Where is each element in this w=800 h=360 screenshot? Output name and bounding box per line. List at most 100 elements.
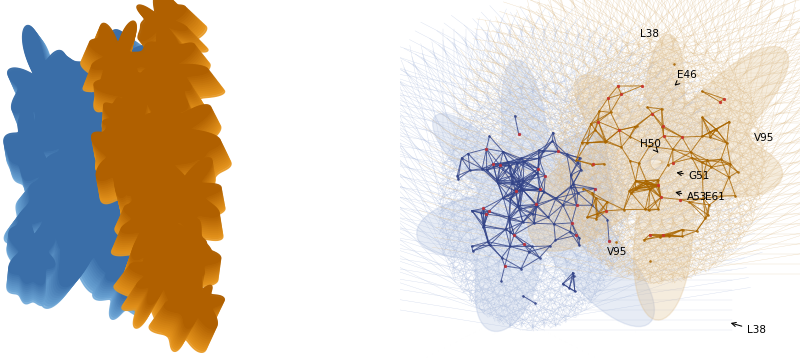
Point bbox=[538, 173, 551, 179]
Polygon shape bbox=[85, 32, 152, 102]
Point bbox=[718, 96, 730, 102]
Point bbox=[650, 183, 662, 188]
Point bbox=[546, 138, 559, 144]
Point bbox=[704, 134, 717, 140]
Point bbox=[546, 130, 559, 135]
Point bbox=[542, 215, 554, 220]
Polygon shape bbox=[94, 63, 188, 140]
Polygon shape bbox=[87, 26, 153, 94]
Polygon shape bbox=[143, 220, 221, 289]
Point bbox=[599, 139, 612, 145]
Point bbox=[651, 184, 664, 189]
Point bbox=[591, 211, 604, 217]
Polygon shape bbox=[33, 62, 118, 159]
Point bbox=[517, 187, 530, 193]
Polygon shape bbox=[94, 130, 152, 210]
Polygon shape bbox=[153, 281, 217, 346]
Polygon shape bbox=[130, 49, 218, 115]
Polygon shape bbox=[82, 38, 151, 110]
Point bbox=[676, 234, 689, 239]
Point bbox=[573, 155, 586, 161]
Point bbox=[530, 202, 543, 207]
Point bbox=[509, 113, 522, 118]
Polygon shape bbox=[94, 66, 190, 145]
Point bbox=[628, 124, 641, 130]
Polygon shape bbox=[94, 134, 154, 214]
Point bbox=[532, 166, 545, 172]
Point bbox=[610, 239, 622, 245]
Point bbox=[657, 133, 670, 139]
Point bbox=[510, 188, 522, 194]
Point bbox=[530, 202, 543, 207]
Polygon shape bbox=[9, 216, 55, 285]
Polygon shape bbox=[50, 196, 142, 297]
Polygon shape bbox=[92, 123, 149, 199]
Point bbox=[466, 243, 478, 249]
Polygon shape bbox=[11, 32, 80, 148]
Point bbox=[646, 111, 658, 116]
Point bbox=[494, 162, 506, 168]
Polygon shape bbox=[96, 122, 203, 219]
Polygon shape bbox=[117, 59, 178, 126]
Polygon shape bbox=[123, 246, 192, 322]
Polygon shape bbox=[84, 94, 156, 193]
Polygon shape bbox=[120, 63, 181, 131]
Polygon shape bbox=[40, 203, 137, 308]
Point bbox=[615, 144, 628, 150]
Polygon shape bbox=[83, 92, 155, 191]
Polygon shape bbox=[126, 162, 222, 234]
Point bbox=[513, 178, 526, 184]
Point bbox=[623, 158, 636, 163]
Point bbox=[638, 237, 650, 243]
Polygon shape bbox=[117, 253, 188, 332]
Point bbox=[690, 228, 703, 234]
Polygon shape bbox=[106, 125, 198, 204]
Point bbox=[651, 183, 664, 188]
Polygon shape bbox=[111, 195, 210, 285]
Polygon shape bbox=[103, 221, 162, 303]
Point bbox=[573, 242, 586, 248]
Polygon shape bbox=[125, 167, 223, 240]
Point bbox=[722, 174, 735, 180]
Point bbox=[530, 204, 543, 210]
Polygon shape bbox=[116, 112, 226, 180]
Polygon shape bbox=[88, 24, 154, 91]
Polygon shape bbox=[5, 104, 63, 187]
Polygon shape bbox=[94, 132, 153, 212]
Point bbox=[570, 157, 583, 163]
Point bbox=[601, 199, 614, 205]
Polygon shape bbox=[93, 232, 156, 319]
Point bbox=[528, 300, 541, 306]
Polygon shape bbox=[125, 38, 208, 101]
Polygon shape bbox=[84, 144, 144, 273]
Point bbox=[552, 149, 565, 154]
Point bbox=[623, 134, 636, 139]
Point bbox=[635, 83, 648, 89]
Polygon shape bbox=[111, 40, 166, 107]
Polygon shape bbox=[14, 37, 86, 157]
Point bbox=[506, 173, 518, 179]
Polygon shape bbox=[97, 106, 143, 157]
Point bbox=[504, 244, 517, 249]
Polygon shape bbox=[163, 269, 223, 331]
Point bbox=[480, 146, 493, 152]
Polygon shape bbox=[116, 186, 211, 273]
Polygon shape bbox=[15, 140, 98, 261]
Polygon shape bbox=[92, 124, 150, 201]
Point bbox=[557, 202, 570, 208]
Point bbox=[695, 159, 708, 165]
Polygon shape bbox=[44, 104, 139, 213]
Polygon shape bbox=[135, 236, 218, 309]
Polygon shape bbox=[100, 113, 187, 187]
Point bbox=[514, 206, 526, 212]
Point bbox=[474, 210, 487, 216]
Point bbox=[633, 161, 646, 166]
Point bbox=[667, 62, 680, 67]
Polygon shape bbox=[115, 188, 211, 274]
Point bbox=[646, 111, 658, 116]
Polygon shape bbox=[95, 72, 193, 153]
Point bbox=[476, 166, 489, 171]
Polygon shape bbox=[94, 136, 155, 218]
Point bbox=[452, 176, 465, 182]
Polygon shape bbox=[116, 117, 230, 186]
